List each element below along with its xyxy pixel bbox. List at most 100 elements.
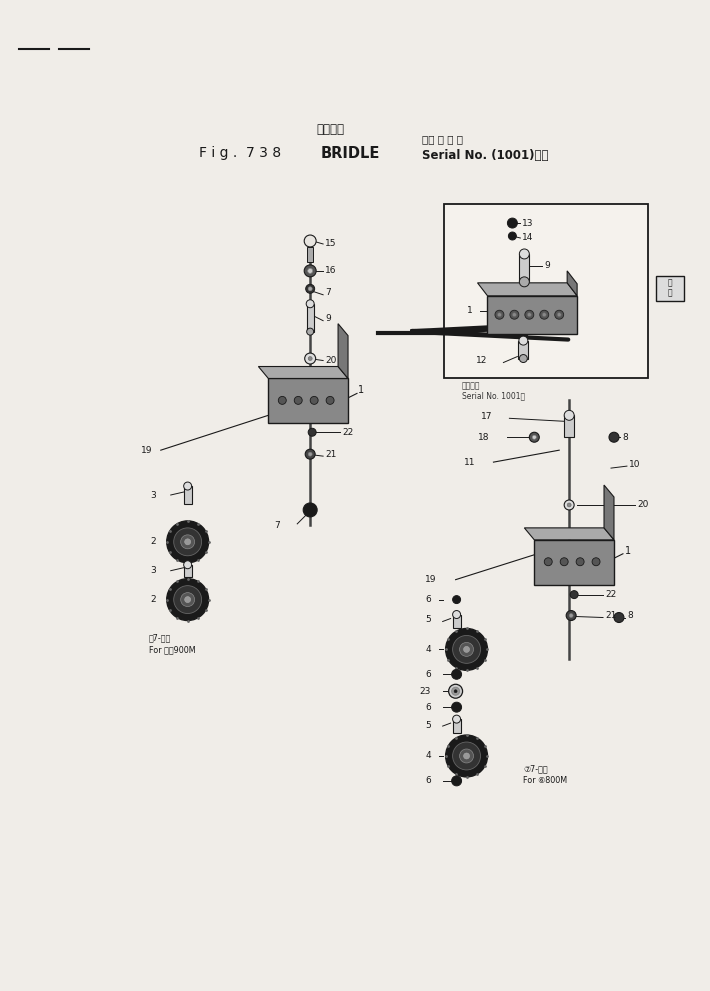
Text: 21: 21 [605,611,616,620]
Circle shape [508,218,518,228]
Circle shape [174,528,202,556]
Text: 6: 6 [425,703,431,712]
Circle shape [459,749,474,763]
Circle shape [452,596,461,604]
Circle shape [513,313,516,317]
Circle shape [570,591,578,599]
Text: 7: 7 [275,521,280,530]
Bar [452,719,461,733]
Polygon shape [524,528,614,540]
Text: 2: 2 [150,595,155,605]
Circle shape [525,310,534,319]
Text: 23: 23 [420,687,431,696]
Circle shape [452,776,462,786]
Bar [444,204,648,379]
Circle shape [278,396,286,404]
Circle shape [310,396,318,404]
Text: 3: 3 [150,566,155,575]
Circle shape [519,249,530,259]
Circle shape [180,535,195,549]
Text: ㊂7-ム用: ㊂7-ム用 [149,633,171,642]
Circle shape [174,586,202,613]
Circle shape [294,396,302,404]
Circle shape [519,355,528,363]
Bar [518,341,528,359]
Circle shape [530,432,540,442]
Circle shape [532,435,536,439]
Text: 7: 7 [325,288,331,297]
Circle shape [564,500,574,510]
Circle shape [519,336,528,345]
Text: 5: 5 [425,720,431,729]
Text: 12: 12 [476,356,487,365]
Circle shape [185,597,191,603]
Polygon shape [604,485,614,540]
Bar [307,247,313,262]
Circle shape [184,561,192,569]
Text: 適用号機: 適用号機 [462,381,480,389]
Circle shape [446,735,488,777]
Circle shape [609,432,619,442]
Circle shape [495,310,504,319]
Text: 次
頁: 次 頁 [667,278,672,297]
Bar [184,486,192,504]
Circle shape [576,558,584,566]
Circle shape [614,612,624,622]
Polygon shape [338,324,348,379]
Text: 1: 1 [466,306,472,315]
Text: 9: 9 [545,262,550,271]
Bar [564,415,574,437]
Circle shape [167,521,209,563]
Circle shape [452,669,462,679]
Circle shape [464,753,469,759]
Bar [656,275,684,300]
Circle shape [510,310,519,319]
Circle shape [306,284,315,293]
Circle shape [459,642,474,656]
Circle shape [454,690,457,693]
Text: F i g .  7 3 8: F i g . 7 3 8 [199,147,280,161]
Bar [535,540,614,585]
Circle shape [452,610,461,618]
Text: 22: 22 [605,590,616,600]
Circle shape [569,613,573,617]
Circle shape [452,703,462,713]
Text: 17: 17 [481,412,493,421]
Polygon shape [478,282,577,295]
Text: 21: 21 [325,450,337,459]
Circle shape [304,265,316,276]
Text: 15: 15 [325,240,337,249]
Text: 3: 3 [150,491,155,499]
Circle shape [592,558,600,566]
Circle shape [167,579,209,620]
Circle shape [308,452,312,456]
Text: 6: 6 [425,776,431,786]
Text: Serial No. 1001〜: Serial No. 1001〜 [462,390,525,400]
Text: 4: 4 [425,751,431,760]
Text: （適 用 号 機: （適 用 号 機 [422,135,463,145]
Circle shape [564,410,574,420]
Circle shape [305,353,316,364]
Circle shape [180,593,195,606]
Text: 6: 6 [425,595,431,605]
Text: 19: 19 [425,575,437,584]
Text: 14: 14 [523,233,534,242]
Circle shape [308,286,312,290]
Circle shape [560,558,568,566]
Text: 1: 1 [625,546,631,556]
Circle shape [498,313,501,317]
Text: 9: 9 [325,314,331,323]
Text: 13: 13 [523,219,534,228]
Text: 6: 6 [425,670,431,679]
Circle shape [540,310,549,319]
Circle shape [452,716,461,723]
Text: 8: 8 [627,611,633,620]
Circle shape [303,503,317,517]
Text: 2: 2 [150,537,155,546]
Circle shape [508,232,516,240]
Circle shape [304,235,316,247]
Polygon shape [258,367,348,379]
Text: 4: 4 [425,645,431,654]
Text: 22: 22 [342,428,354,437]
Circle shape [545,558,552,566]
